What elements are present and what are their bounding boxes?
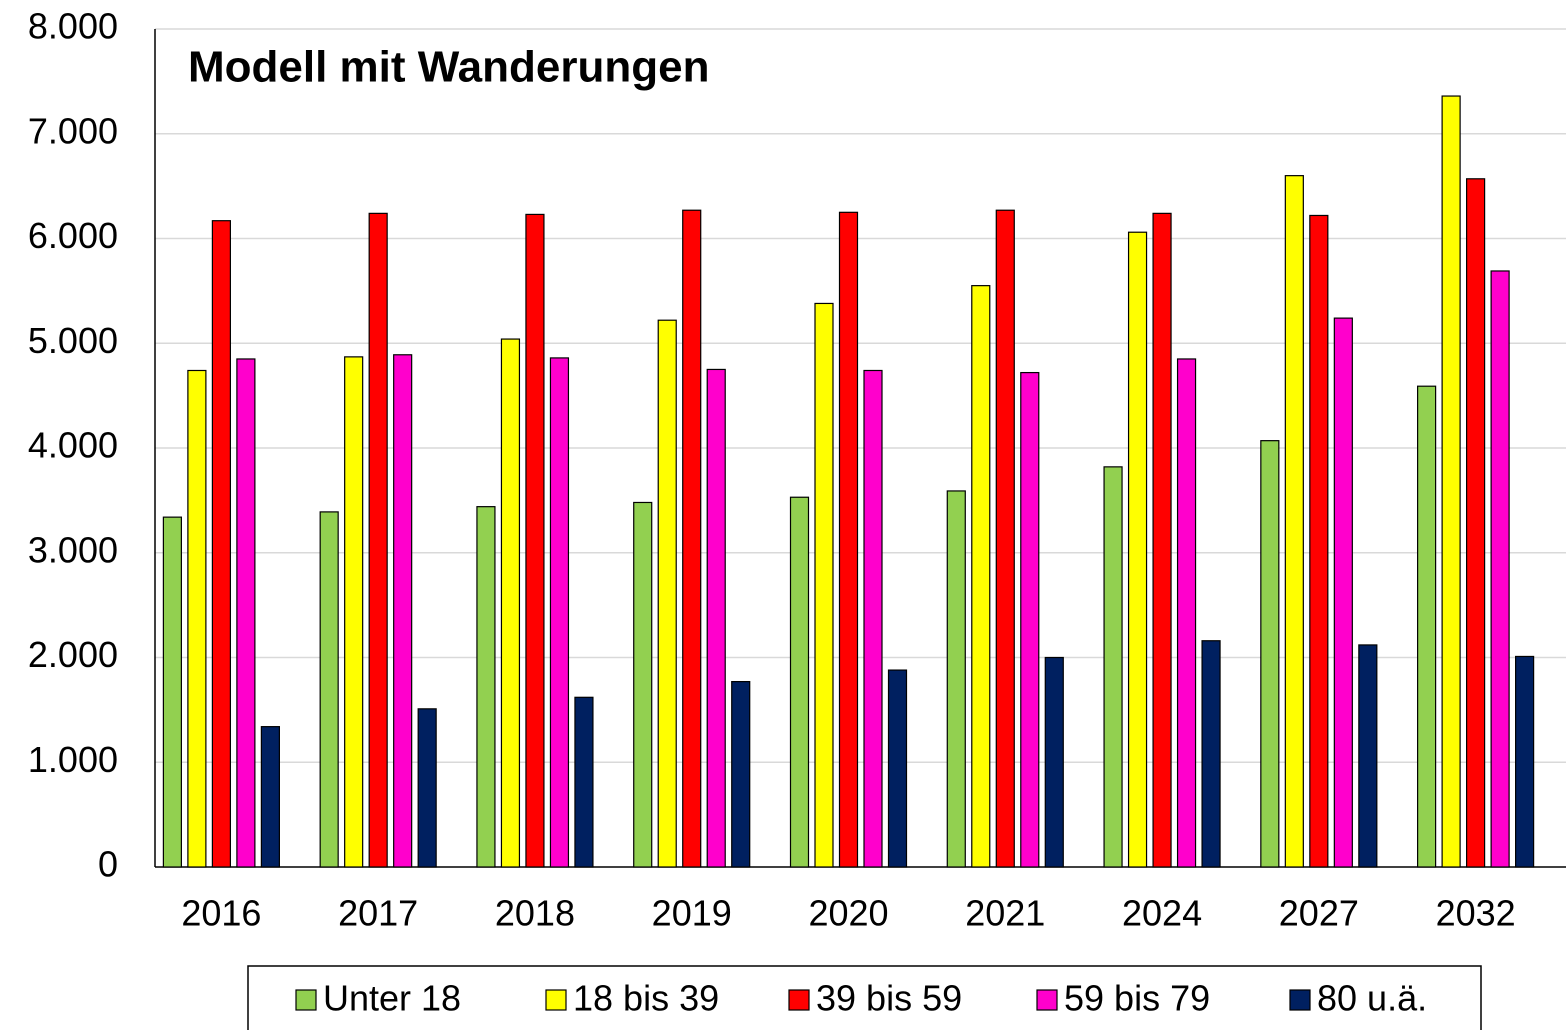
legend-swatch [1289,989,1311,1011]
bar [814,302,834,868]
y-tick-label: 8.000 [28,6,118,47]
bar [476,506,496,868]
legend-label: 59 bis 79 [1064,978,1210,1019]
legend-label: 18 bis 39 [573,978,719,1019]
bar [525,213,545,868]
x-tick-label: 2018 [495,893,575,934]
x-tick-label: 2017 [338,893,418,934]
x-tick-label: 2032 [1436,893,1516,934]
bar [162,516,182,868]
legend-label: 39 bis 59 [816,978,962,1019]
bar [260,726,280,868]
bar [236,358,256,868]
bar [1358,644,1378,868]
y-tick-label: 1.000 [28,739,118,780]
x-tick-label: 2021 [965,893,1045,934]
bar [887,669,908,868]
bar [1152,212,1172,868]
bar [319,511,339,868]
bar [1490,270,1510,868]
bar [995,209,1015,868]
y-tick-label: 4.000 [28,425,118,466]
bar [971,285,991,868]
bar [393,354,413,868]
bar [1466,178,1486,868]
legend-label: Unter 18 [323,978,461,1019]
legend-swatch [788,989,810,1011]
y-tick-label: 2.000 [28,634,118,675]
bar [1333,317,1353,868]
x-tick-label: 2027 [1279,893,1359,934]
bar [1515,655,1535,868]
y-tick-label: 3.000 [28,529,118,570]
bar [1103,466,1123,868]
bar [211,220,231,868]
bar [344,356,364,868]
x-tick-label: 2020 [808,893,888,934]
legend-box [247,965,1482,1030]
bar [657,319,677,868]
bar [1127,231,1148,868]
y-tick-label: 7.000 [28,110,118,151]
bar [1441,95,1461,868]
bar [1201,640,1221,868]
bar [633,501,653,868]
bar [1176,358,1197,868]
bar [863,369,883,868]
bar [838,211,859,868]
bar [574,696,594,868]
bar [1020,371,1040,868]
legend-label: 80 u.ä. [1317,978,1427,1019]
bar [500,338,521,868]
bar [946,490,966,868]
bar [1417,385,1437,868]
bar [1044,656,1064,868]
bar [417,708,437,868]
bar [549,357,570,868]
chart-title: Modell mit Wanderungen [188,43,709,92]
legend-swatch [295,989,317,1011]
y-tick-label: 6.000 [28,215,118,256]
bar [1309,214,1329,868]
bar [1260,440,1280,868]
bar [731,680,751,868]
y-tick-label: 0 [98,844,118,885]
bar [706,368,726,868]
legend-swatch [545,989,567,1011]
legend-swatch [1036,989,1058,1011]
bar [789,496,810,868]
bar [187,369,207,868]
y-tick-label: 5.000 [28,320,118,361]
bar [1284,175,1304,868]
x-tick-label: 2024 [1122,893,1202,934]
bar [682,209,702,868]
x-tick-label: 2016 [181,893,261,934]
x-tick-label: 2019 [652,893,732,934]
bar [368,212,388,868]
